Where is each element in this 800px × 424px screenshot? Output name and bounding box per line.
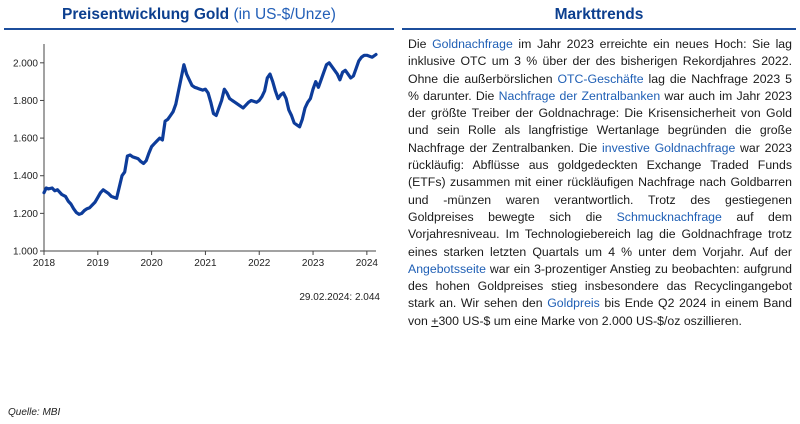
x-tick-label: 2019 — [87, 258, 110, 269]
gold-price-chart: 1.000 1.200 1.400 1.600 1.800 2.000 2018 2019 20… — [13, 44, 379, 269]
text-segment: war ein 3-prozentiger Anstieg zu beobach… — [408, 261, 792, 311]
x-tick-label: 2023 — [302, 258, 325, 269]
text-segment: im Jahr 2023 erreichte ein neues Hoch: S… — [408, 37, 792, 86]
chart-title-rule — [4, 28, 394, 30]
y-tick-label: 1.000 — [13, 247, 38, 258]
gold-price-line — [42, 52, 378, 216]
latest-price-note: 29.02.2024: 2.044 — [299, 292, 380, 303]
highlight-term: Schmucknachfrage — [616, 209, 722, 224]
text-segment: Die — [408, 37, 433, 51]
x-tick-label: 2024 — [356, 258, 379, 269]
market-trends-panel: Markttrends Die Goldnachfrage im Jahr 20… — [402, 4, 796, 398]
x-tick-label: 2022 — [248, 258, 271, 269]
y-tick-label: 1.400 — [13, 171, 38, 182]
chart-title-unit: (in US-$/Unze) — [233, 6, 336, 23]
y-tick-label: 1.200 — [13, 209, 38, 220]
highlight-term: Angebotsseite — [408, 261, 486, 276]
text-segment: auf dem Vorjahresniveau. Im Technologieb… — [408, 209, 792, 259]
text-segment: + — [431, 313, 439, 328]
highlight-term: Goldnachfrage — [432, 37, 513, 51]
x-tick-label: 2021 — [194, 258, 217, 269]
market-trends-text: Die Goldnachfrage im Jahr 2023 erreichte… — [408, 36, 792, 330]
highlight-term: investive Goldnachfrage — [602, 140, 736, 155]
source-note: Quelle: MBI — [8, 407, 61, 418]
highlight-term: Nachfrage der Zentralbanken — [498, 88, 661, 103]
text-segment: war auch im Jahr 2023 der größte Treiber… — [408, 88, 792, 155]
y-tick-label: 1.600 — [13, 134, 38, 145]
text-segment: lag die Nachfrage 2023 5 % darunter. Die — [408, 71, 792, 103]
gold-price-panel: Preisentwicklung Gold (in US-$/Unze) 1.0… — [4, 4, 394, 398]
market-trends-title-text: Markttrends — [554, 6, 644, 23]
market-trends-rule — [402, 28, 796, 30]
text-segment: war 2023 rückläufig: Abflüsse aus goldge… — [408, 140, 792, 224]
text-segment: 300 US-$ um eine Marke von 2.000 US-$/oz… — [438, 313, 742, 328]
y-tick-label: 1.800 — [13, 96, 38, 107]
y-tick-label: 2.000 — [13, 58, 38, 69]
x-tick-label: 2018 — [33, 258, 56, 269]
chart-title: Preisentwicklung Gold (in US-$/Unze) — [4, 4, 394, 26]
highlight-term: OTC-Geschäfte — [557, 71, 644, 86]
text-segment: bis Ende Q2 2024 in einem Band von — [408, 296, 792, 328]
x-tick-label: 2020 — [140, 258, 163, 269]
highlight-term: Goldpreis — [547, 296, 600, 311]
chart-title-main: Preisentwicklung Gold — [62, 6, 230, 23]
market-trends-title: Markttrends — [402, 4, 796, 26]
